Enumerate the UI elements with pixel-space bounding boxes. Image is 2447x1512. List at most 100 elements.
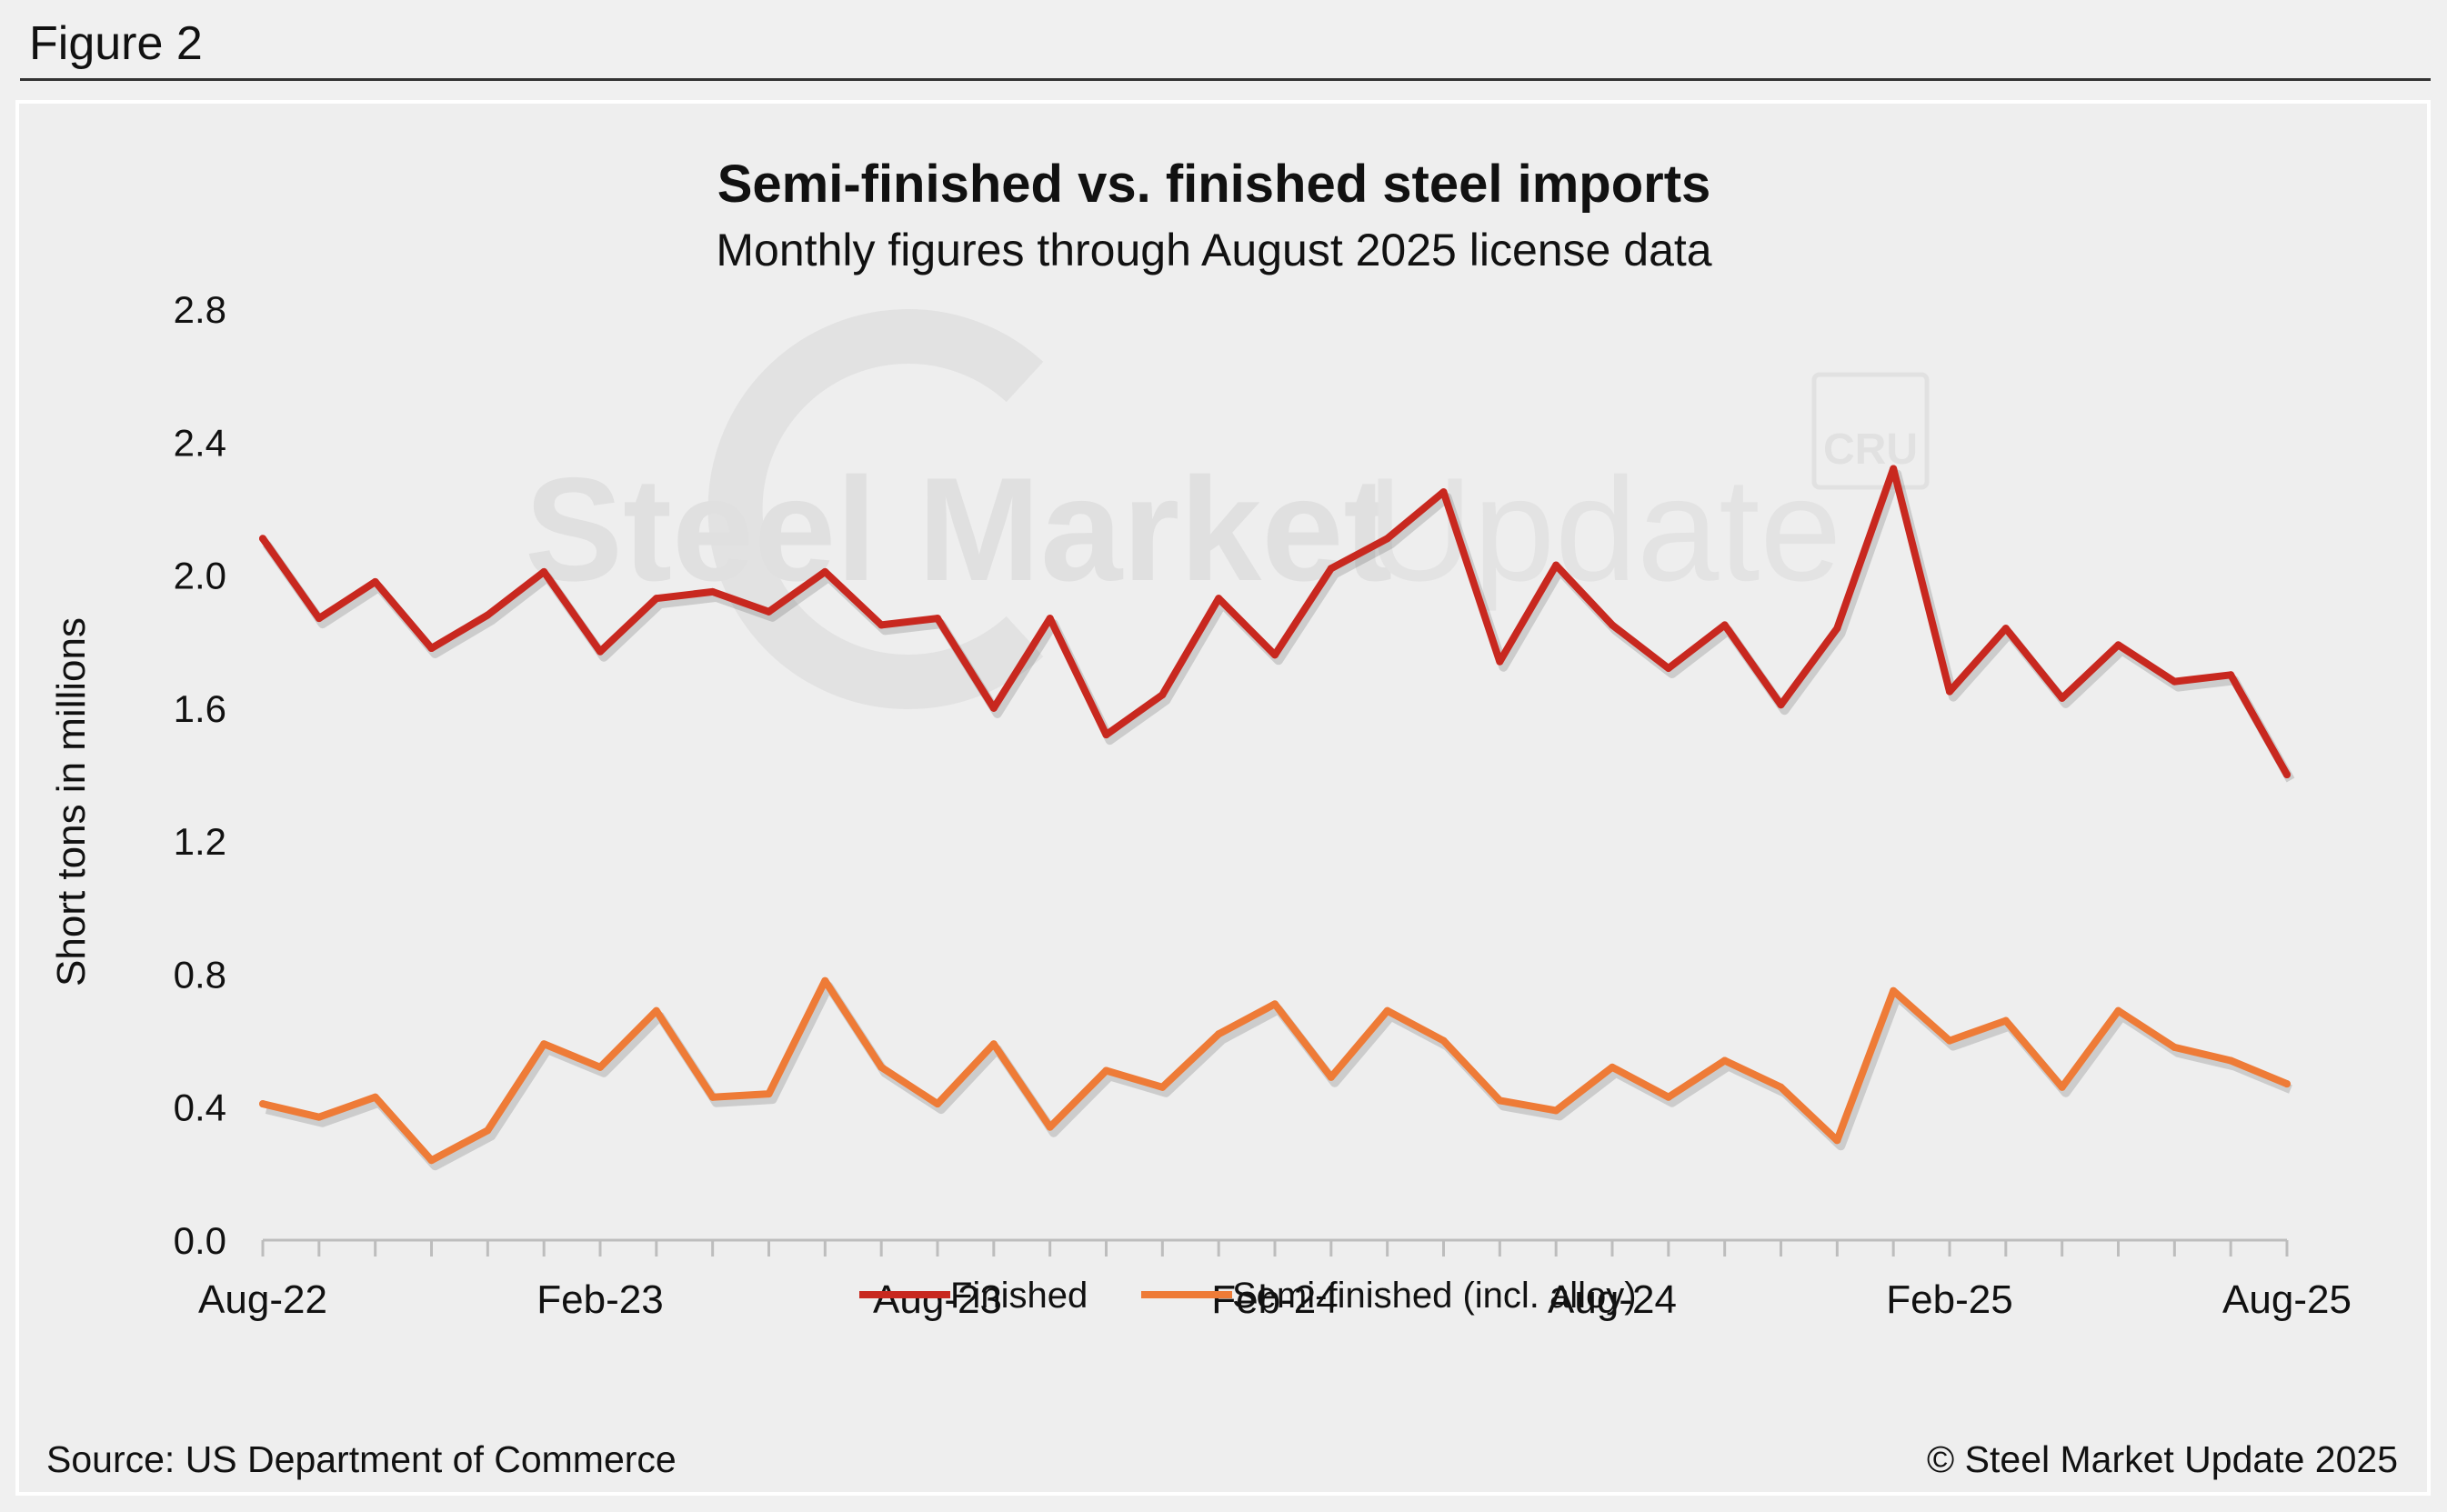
legend-label: Finished — [950, 1276, 1088, 1316]
y-tick-label: 1.2 — [174, 820, 226, 863]
chart-subtitle: Monthly figures through August 2025 lice… — [716, 225, 1711, 275]
data-point — [2058, 694, 2066, 702]
data-point — [259, 535, 266, 543]
data-point — [2001, 1016, 2010, 1025]
data-point — [1327, 1073, 1335, 1081]
data-point — [2171, 677, 2179, 686]
data-point — [652, 1006, 660, 1015]
data-point — [708, 587, 717, 596]
data-point — [1946, 1036, 1953, 1045]
data-point — [989, 1040, 998, 1048]
data-point — [652, 595, 660, 603]
x-tick-label: Aug-24 — [1548, 1277, 1677, 1322]
data-point — [1946, 687, 1953, 696]
axes: 0.0 0.4 0.8 1.2 1.6 2.0 2.4 2.8 Aug-22 Feb-23 Aug-… — [174, 288, 2352, 1322]
data-point — [1552, 561, 1560, 569]
data-point — [1833, 1137, 1841, 1145]
data-point — [1215, 1030, 1223, 1038]
data-point — [878, 1063, 886, 1071]
y-tick-label: 2.8 — [174, 288, 226, 331]
data-point — [2114, 641, 2122, 649]
data-point — [1664, 664, 1672, 672]
data-point — [2283, 1080, 2291, 1088]
data-point — [1720, 1056, 1729, 1065]
data-point — [934, 615, 941, 623]
data-point — [1777, 1083, 1785, 1091]
data-point — [1496, 1096, 1504, 1105]
y-tick-label: 0.8 — [174, 953, 226, 996]
series-finished — [259, 465, 2295, 783]
data-point — [1158, 691, 1167, 699]
figure-label: Figure 2 — [29, 17, 203, 70]
data-point — [427, 1157, 436, 1165]
data-point — [1327, 565, 1335, 573]
data-point — [1439, 488, 1448, 496]
data-point — [315, 1113, 323, 1121]
data-point — [1720, 621, 1729, 629]
series-semi-finished — [259, 976, 2292, 1171]
data-point — [315, 615, 323, 623]
data-point — [1833, 625, 1841, 633]
x-tick-label: Aug-22 — [198, 1277, 327, 1322]
x-tick-label: Feb-25 — [1886, 1277, 2012, 1322]
data-point — [1102, 1066, 1110, 1075]
data-point — [1890, 986, 1898, 995]
chart-panel: Steel Market Update CRU Semi-finished vs. … — [15, 100, 2431, 1496]
data-point — [597, 647, 604, 656]
legend: Finished Semi-finished (incl. alloy) — [859, 1276, 1637, 1316]
data-point — [1215, 595, 1223, 603]
data-point — [878, 621, 886, 629]
data-point — [540, 567, 548, 576]
data-point — [2283, 771, 2291, 778]
y-tick-label: 1.6 — [174, 687, 226, 730]
source-note: Source: US Department of Commerce — [46, 1438, 677, 1480]
data-point — [1609, 621, 1616, 629]
data-point — [1383, 1006, 1391, 1015]
chart-title: Semi-finished vs. finished steel imports — [717, 155, 1711, 214]
data-point — [934, 1100, 941, 1108]
data-point — [427, 645, 436, 653]
y-tick-label: 2.4 — [174, 421, 226, 464]
data-point — [2227, 1056, 2235, 1065]
y-axis-label: Short tons in millions — [49, 617, 94, 986]
data-point — [1158, 1083, 1167, 1091]
watermark-badge — [1811, 372, 1930, 490]
x-tick-label: Aug-25 — [2222, 1277, 2352, 1322]
data-point — [484, 1126, 492, 1135]
data-point — [259, 1100, 266, 1108]
data-point — [765, 1090, 773, 1098]
data-point — [2114, 1006, 2122, 1015]
data-point — [484, 611, 492, 619]
data-point — [1046, 1123, 1054, 1131]
data-point — [1496, 657, 1504, 666]
data-point — [821, 976, 829, 985]
data-point — [1271, 1000, 1279, 1008]
data-point — [1383, 535, 1391, 543]
data-point — [1102, 731, 1110, 739]
data-point — [1777, 701, 1785, 709]
y-tick-label: 2.0 — [174, 555, 226, 597]
x-tick-label: Feb-23 — [537, 1277, 663, 1322]
data-point — [2227, 671, 2235, 679]
y-tick-label: 0.4 — [174, 1086, 226, 1129]
data-point — [708, 1093, 717, 1101]
watermark-badge-text: CRU — [1823, 426, 1918, 474]
data-point — [371, 1093, 379, 1101]
data-point — [371, 577, 379, 586]
watermark-secondary: Update — [1367, 447, 1841, 612]
data-point — [2001, 625, 2010, 633]
series-lines — [259, 465, 2295, 1171]
data-point — [2058, 1083, 2066, 1091]
data-point — [1439, 1036, 1448, 1045]
y-tick-label: 0.0 — [174, 1219, 226, 1262]
data-point — [989, 704, 998, 712]
data-point — [1890, 465, 1898, 473]
x-tick-label: Feb-24 — [1211, 1277, 1338, 1322]
figure-divider — [20, 78, 2431, 81]
data-point — [765, 607, 773, 616]
data-point — [1271, 651, 1279, 659]
data-point — [1552, 1106, 1560, 1115]
x-tick-label: Aug-23 — [873, 1277, 1002, 1322]
